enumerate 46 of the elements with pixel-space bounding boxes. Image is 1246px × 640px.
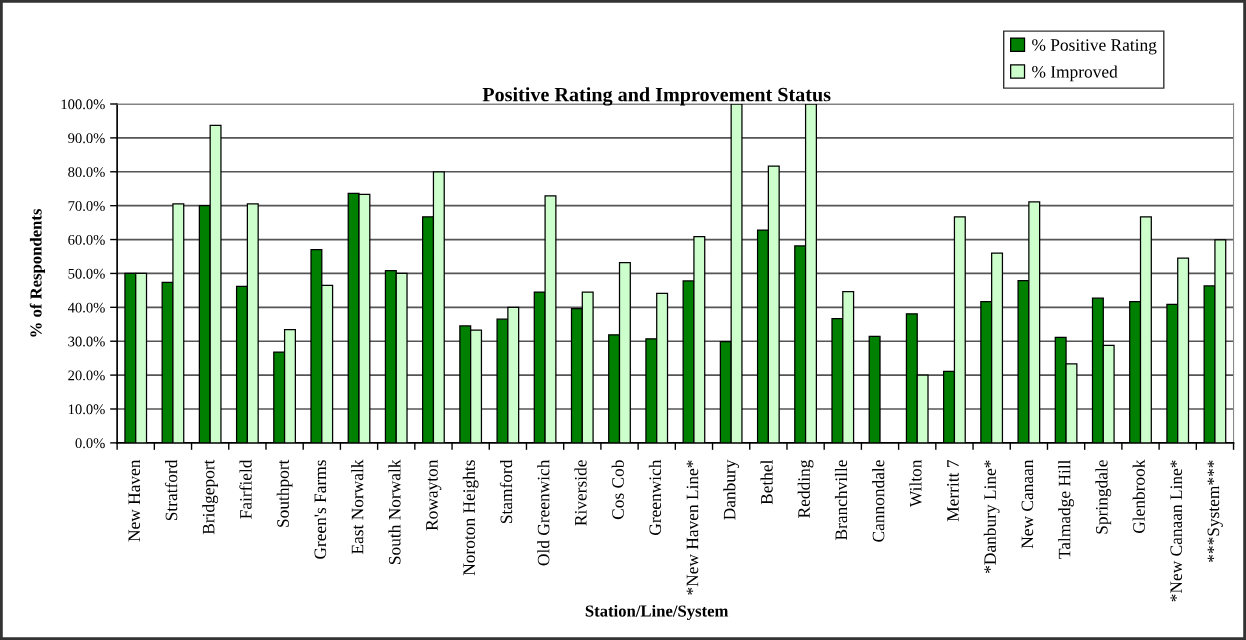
x-tick-label: New Canaan bbox=[1021, 459, 1034, 549]
x-tick-label: Stratford bbox=[164, 459, 178, 521]
x-tick-label: Old Greenwich bbox=[537, 459, 550, 566]
x-tick-label: Springdale bbox=[1095, 460, 1112, 534]
y-tick-label: 60.0% bbox=[68, 234, 105, 245]
y-tick-label: 100.0% bbox=[61, 99, 105, 110]
legend-label: % Improved bbox=[1032, 65, 1118, 82]
x-tick-label: Cos Cob bbox=[611, 460, 624, 520]
x-tick-label: East Norwalk bbox=[351, 459, 364, 555]
x-tick-label: *Danbury Line* bbox=[983, 460, 1000, 573]
x-tick-label: *New Canaan Line* bbox=[1170, 460, 1183, 602]
x-tick-label: Green's Farms bbox=[314, 460, 327, 559]
x-tick-label: South Norwalk bbox=[388, 459, 401, 564]
x-tick-label: Wilton bbox=[909, 459, 922, 508]
chart-title: Positive Rating and Improvement Status bbox=[482, 87, 831, 106]
x-tick-label: Cannondale bbox=[872, 460, 885, 542]
y-tick-label: 40.0% bbox=[67, 302, 105, 313]
x-tick-label: Riverside bbox=[574, 460, 587, 526]
x-tick-label: Redding bbox=[797, 459, 814, 518]
x-tick-label: Rowayton bbox=[426, 459, 442, 531]
legend-label: % Positive Rating bbox=[1032, 39, 1157, 55]
y-tick-label: 30.0% bbox=[68, 336, 105, 347]
x-tick-label: Bridgeport bbox=[202, 459, 219, 535]
x-tick-label: Branchville bbox=[834, 460, 848, 541]
x-axis-title: Station/Line/System bbox=[585, 604, 729, 621]
x-tick-label: Danbury bbox=[723, 459, 740, 520]
y-tick-label: 70.0% bbox=[68, 201, 105, 211]
x-tick-label: *New Haven Line* bbox=[686, 460, 699, 595]
y-tick-label: 20.0% bbox=[68, 370, 105, 381]
y-tick-label: 90.0% bbox=[68, 133, 105, 144]
x-tick-label: Glenbrook bbox=[1132, 459, 1145, 534]
x-tick-label: Southport bbox=[276, 459, 293, 527]
x-tick-label: Fairfield bbox=[239, 459, 252, 519]
y-tick-label: 80.0% bbox=[68, 167, 105, 178]
x-tick-label: Noroton Heights bbox=[462, 460, 479, 576]
x-tick-label: Talmadge Hill bbox=[1058, 459, 1074, 559]
y-tick-label: 0.0% bbox=[75, 438, 105, 449]
y-tick-label: 50.0% bbox=[68, 268, 105, 279]
x-tick-label: Stamford bbox=[499, 459, 513, 523]
x-tick-label: Bethel bbox=[760, 459, 773, 505]
x-tick-label: Merritt 7 bbox=[947, 460, 959, 522]
x-tick-label: Greenwich bbox=[648, 459, 662, 535]
x-tick-label: ***System*** bbox=[1207, 460, 1223, 562]
y-tick-label: 10.0% bbox=[68, 404, 105, 415]
x-tick-label: New Haven bbox=[128, 459, 141, 542]
y-axis-title: % of Respondents bbox=[29, 209, 46, 337]
